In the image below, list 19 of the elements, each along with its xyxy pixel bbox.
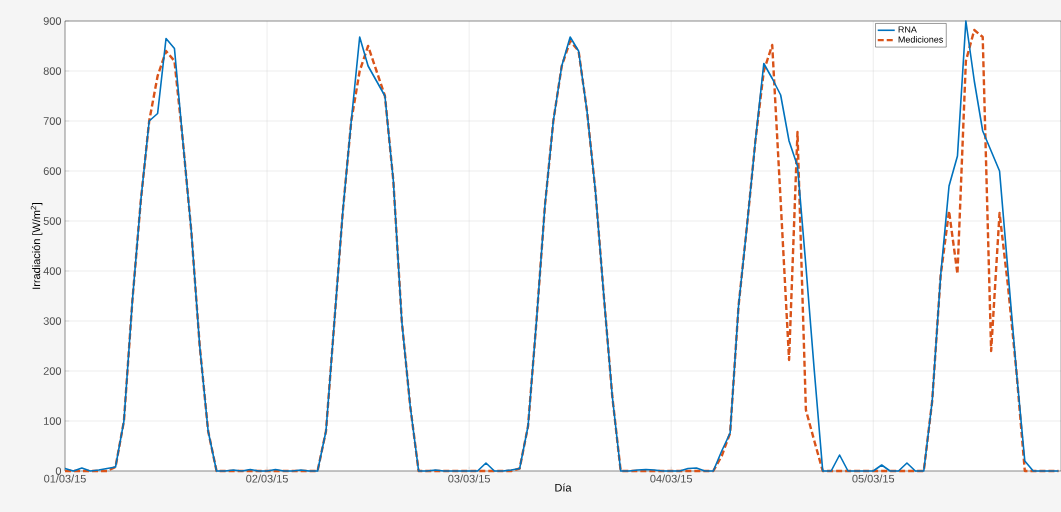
x-tick-label: 01/03/15 [44, 474, 86, 483]
y-tick-label: 300 [43, 317, 62, 325]
legend-label: RNA [898, 26, 917, 33]
y-tick-label: 400 [43, 267, 62, 275]
y-tick-label: 500 [43, 217, 62, 225]
y-tick-label: 600 [43, 167, 62, 175]
x-tick-label: 04/03/15 [650, 474, 693, 483]
y-tick-label: 700 [43, 117, 62, 125]
x-axis-title: Día [555, 483, 572, 492]
x-tick-label: 02/03/15 [246, 474, 288, 483]
y-axis-title: Irradiación [W/m$^{2}$] [30, 202, 43, 289]
y-tick-label: 900 [43, 17, 62, 25]
y-tick-label: 200 [43, 367, 62, 375]
x-tick-label: 05/03/15 [852, 474, 895, 483]
y-tick-label: 800 [43, 67, 62, 75]
legend-label: Mediciones [898, 36, 943, 43]
y-tick-label: 100 [44, 417, 62, 425]
y-tick-label: 0 [55, 467, 62, 475]
x-tick-label: 03/03/15 [448, 474, 490, 483]
